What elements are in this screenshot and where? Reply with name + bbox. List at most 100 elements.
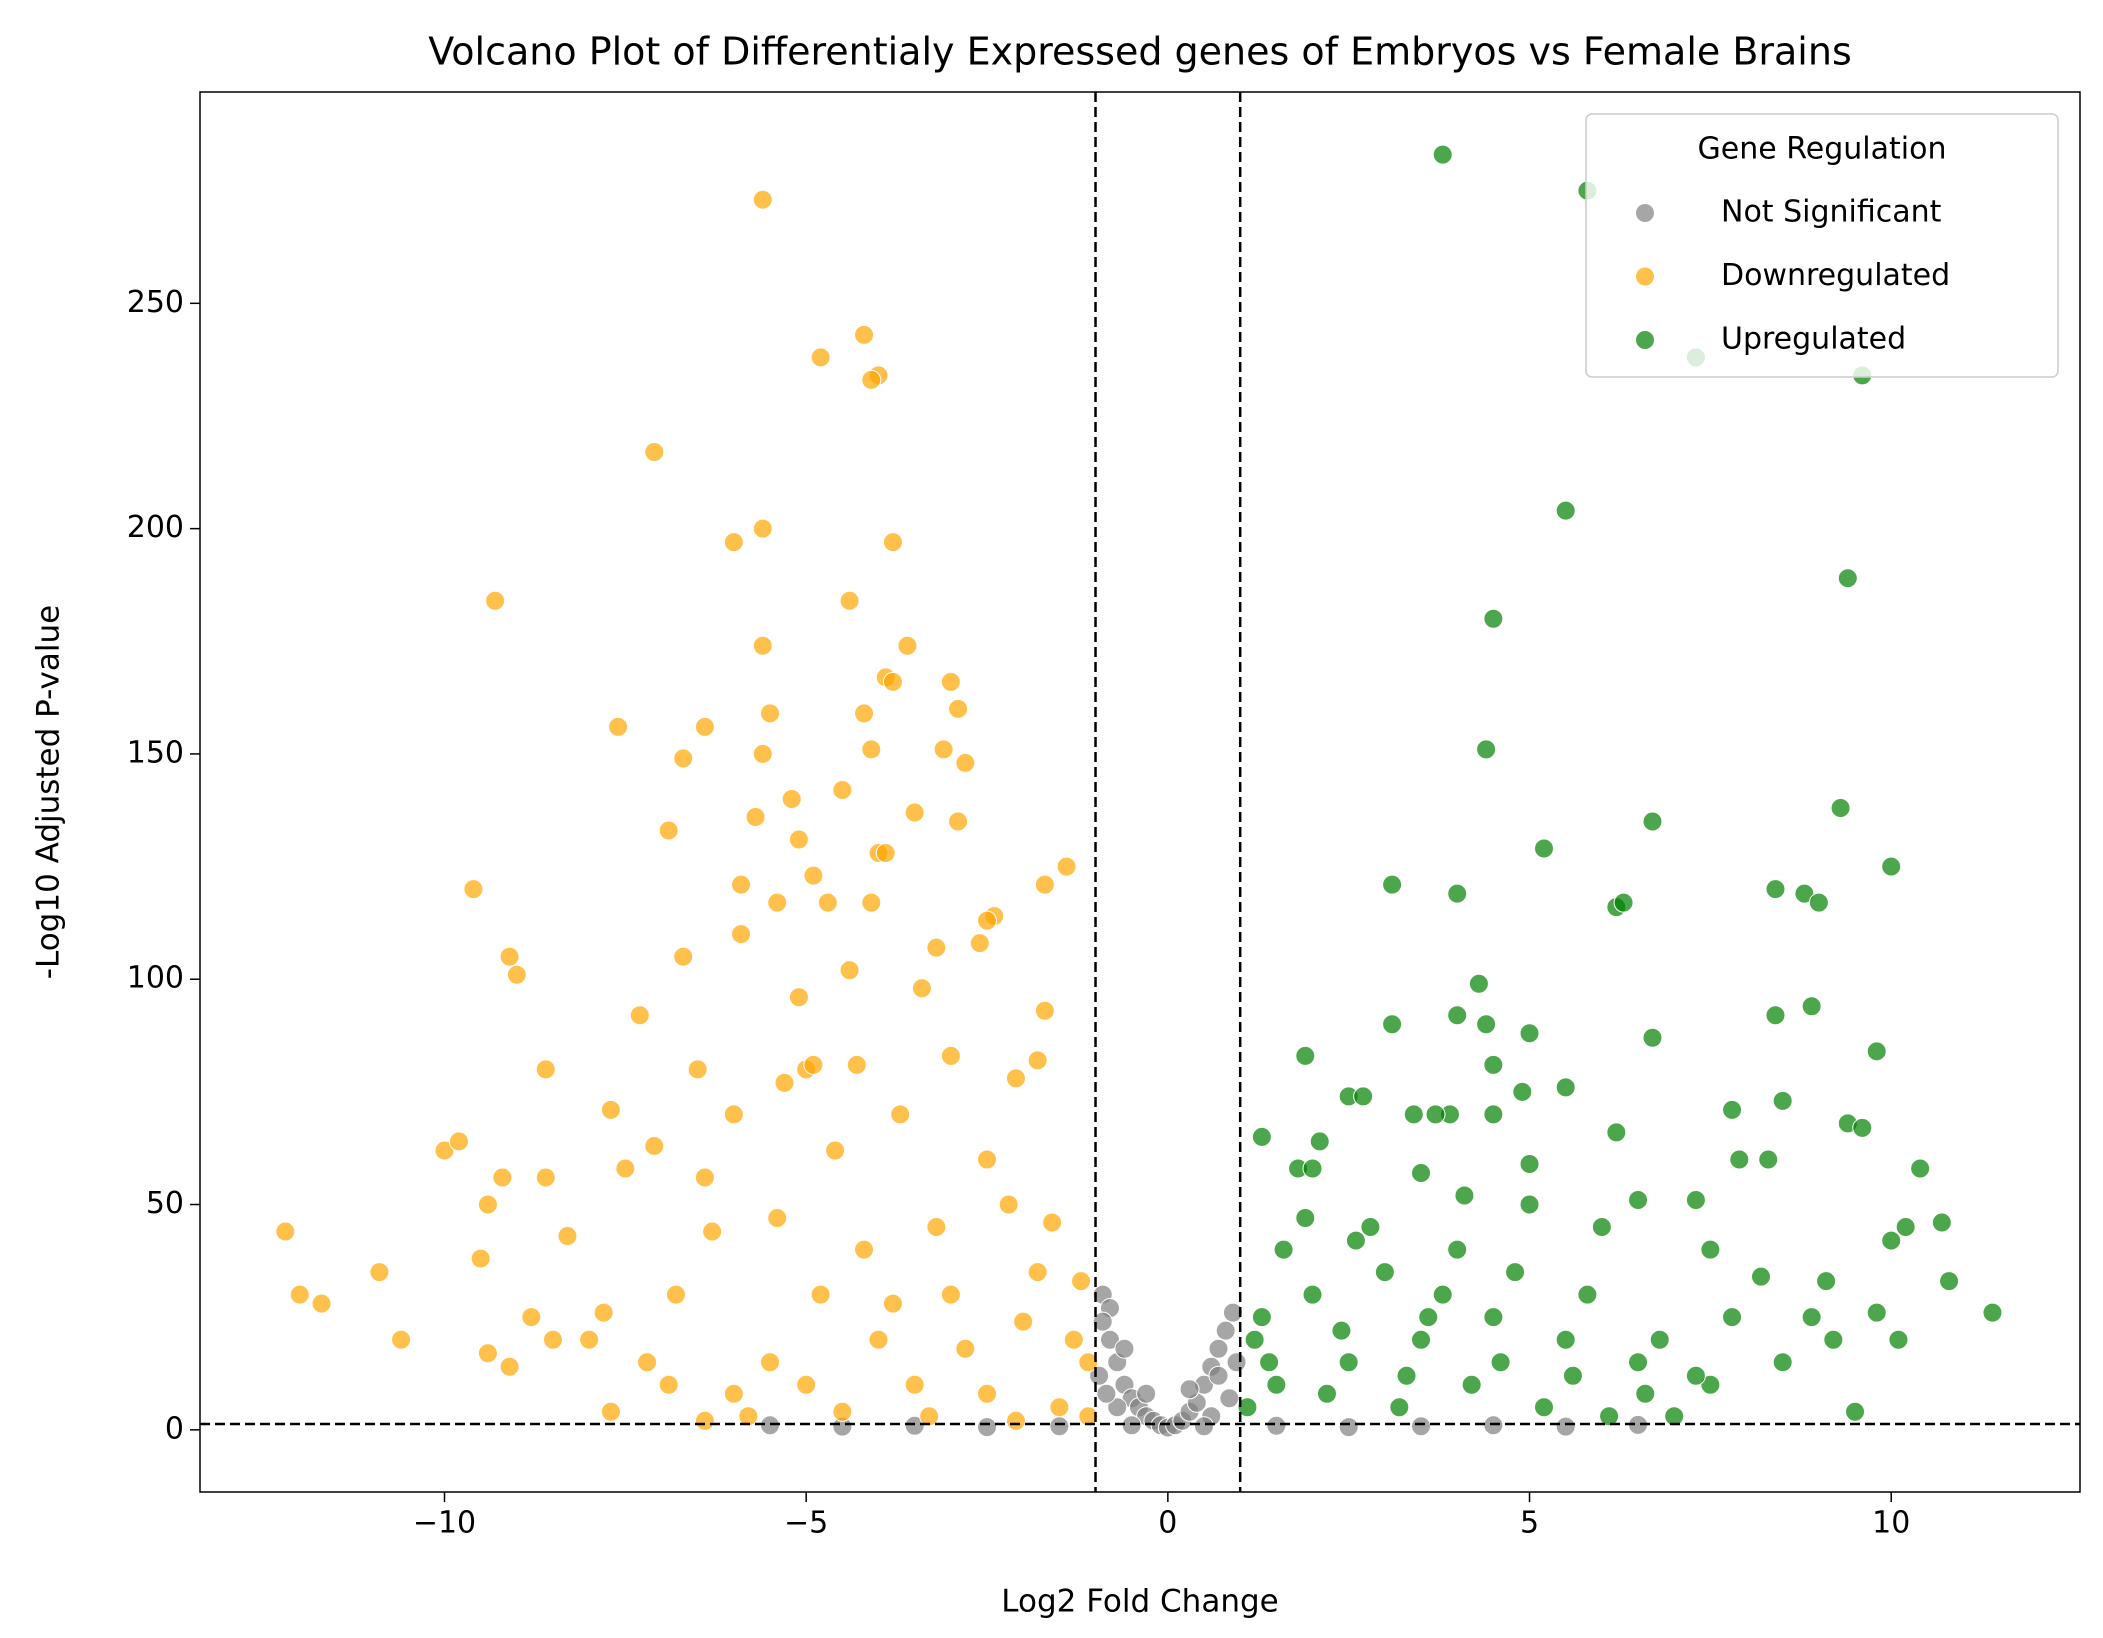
point [760, 1415, 781, 1436]
point [955, 752, 976, 773]
point [723, 532, 744, 553]
point [788, 829, 809, 850]
point [1049, 1416, 1070, 1437]
point [579, 1329, 600, 1350]
point [1816, 1271, 1837, 1292]
point [1042, 1212, 1063, 1233]
point [723, 1104, 744, 1125]
point [673, 946, 694, 967]
point [810, 1284, 831, 1305]
point [1801, 1307, 1822, 1328]
point [694, 716, 715, 737]
point [1295, 1208, 1316, 1229]
point [1432, 1284, 1453, 1305]
point [977, 1417, 998, 1438]
legend-box [1585, 113, 2059, 378]
point [1483, 608, 1504, 629]
point [1005, 1410, 1026, 1431]
plot-frame [199, 91, 2081, 1493]
point [796, 1374, 817, 1395]
legend-marker [1635, 266, 1655, 287]
point [1226, 1352, 1247, 1373]
point [1599, 1406, 1620, 1427]
point [1338, 1417, 1359, 1438]
point [1302, 1284, 1323, 1305]
point [839, 960, 860, 981]
point [977, 1383, 998, 1404]
point [738, 1406, 759, 1427]
point [1353, 1086, 1374, 1107]
point [1939, 1271, 1960, 1292]
point [825, 1140, 846, 1161]
point [1628, 1190, 1649, 1211]
point [1259, 1352, 1280, 1373]
point [919, 1406, 940, 1427]
point [1533, 1397, 1554, 1418]
point [1685, 1365, 1706, 1386]
point [1056, 856, 1077, 877]
point [1099, 1329, 1120, 1350]
point [1555, 500, 1576, 521]
point [1765, 879, 1786, 900]
point [1295, 1045, 1316, 1066]
point [1483, 1415, 1504, 1436]
point [1642, 1027, 1663, 1048]
point [1801, 996, 1822, 1017]
point [593, 1302, 614, 1323]
y-axis-label: -Log10 Adjusted P-value [31, 605, 67, 979]
point [1591, 1217, 1612, 1238]
point [1982, 1302, 2003, 1323]
point [1461, 1374, 1482, 1395]
point [868, 1329, 889, 1350]
point [1096, 1383, 1117, 1404]
point [752, 635, 773, 656]
point [854, 703, 875, 724]
point [1251, 1307, 1272, 1328]
point [940, 671, 961, 692]
point [1483, 1104, 1504, 1125]
point [1266, 1374, 1287, 1395]
point [1034, 1000, 1055, 1021]
point [1447, 1239, 1468, 1260]
point [1447, 883, 1468, 904]
point [1866, 1041, 1887, 1062]
plot-area [200, 92, 2080, 1492]
point [521, 1307, 542, 1328]
point [1700, 1374, 1721, 1395]
point [600, 1401, 621, 1422]
point [977, 1149, 998, 1170]
point [1700, 1239, 1721, 1260]
point [1251, 1126, 1272, 1147]
point [723, 1383, 744, 1404]
point [463, 879, 484, 900]
point [1425, 1104, 1446, 1125]
point [854, 324, 875, 345]
point [1758, 1149, 1779, 1170]
point [1403, 1104, 1424, 1125]
point [1628, 1352, 1649, 1373]
point [752, 743, 773, 764]
point [767, 1208, 788, 1229]
point [1078, 1406, 1099, 1427]
x-axis-label: Log2 Fold Change [1001, 1584, 1278, 1620]
point [1454, 1185, 1475, 1206]
point [832, 1401, 853, 1422]
y-tick-label: 150 [127, 735, 184, 770]
point [1555, 1416, 1576, 1437]
point [658, 820, 679, 841]
point [1309, 1131, 1330, 1152]
point [1772, 1090, 1793, 1111]
x-tick-label: −5 [784, 1506, 828, 1541]
point [1382, 1014, 1403, 1035]
point [760, 703, 781, 724]
y-tick-label: 100 [127, 961, 184, 996]
legend-title: Gene Regulation [1698, 132, 1947, 167]
point [615, 1158, 636, 1179]
point [608, 716, 629, 737]
point [1664, 1406, 1685, 1427]
point [1027, 1262, 1048, 1283]
point [1194, 1416, 1215, 1437]
point [1555, 1077, 1576, 1098]
point [774, 1072, 795, 1093]
point [1519, 1153, 1540, 1174]
